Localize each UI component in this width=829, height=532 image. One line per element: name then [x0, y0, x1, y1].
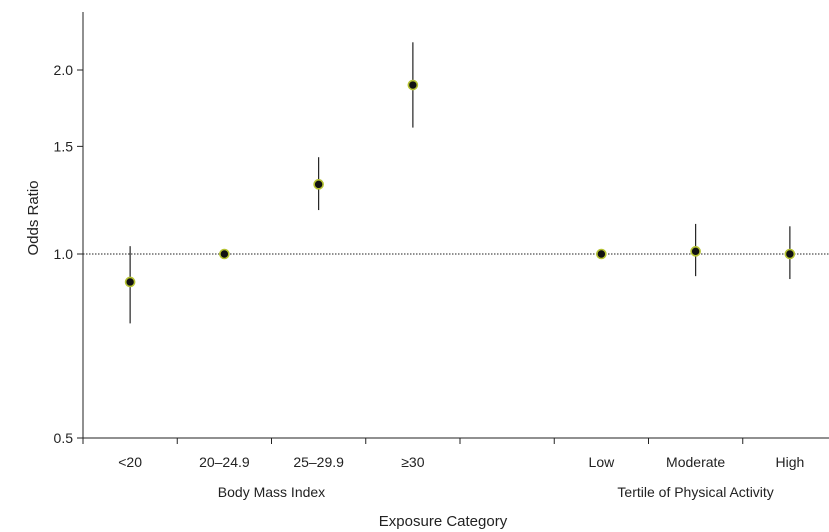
x-axis: [82, 437, 829, 444]
x-category-label: Low: [589, 454, 616, 470]
x-category-label: 20–24.9: [199, 454, 250, 470]
x-axis-title: Exposure Category: [379, 513, 508, 530]
data-point: [784, 248, 796, 260]
data-point: [407, 79, 419, 91]
data-point: [124, 276, 136, 288]
y-axis: 0.5 1.0 1.5 2.0: [54, 12, 84, 446]
x-category-label: High: [775, 454, 804, 470]
x-group-label: Tertile of Physical Activity: [617, 484, 773, 500]
data-point: [690, 246, 701, 257]
data-point: [596, 248, 607, 260]
x-group-label: Body Mass Index: [218, 484, 325, 500]
y-tick-label: 1.0: [54, 246, 74, 262]
confidence-intervals: [129, 42, 791, 324]
data-point: [219, 248, 230, 260]
y-tick-label: 2.0: [54, 62, 74, 78]
x-category-label: ≥30: [401, 454, 424, 470]
y-tick-label: 0.5: [54, 430, 74, 446]
x-category-label: Moderate: [666, 454, 725, 470]
x-category-label: 25–29.9: [293, 454, 344, 470]
y-tick-label: 1.5: [54, 138, 74, 154]
data-point: [313, 179, 324, 190]
x-category-label: <20: [118, 454, 142, 470]
data-points: [124, 79, 796, 288]
y-axis-title: Odds Ratio: [25, 180, 42, 255]
category-labels: <20 20–24.9 25–29.9 ≥30 Low Moderate High Body …: [118, 454, 804, 500]
